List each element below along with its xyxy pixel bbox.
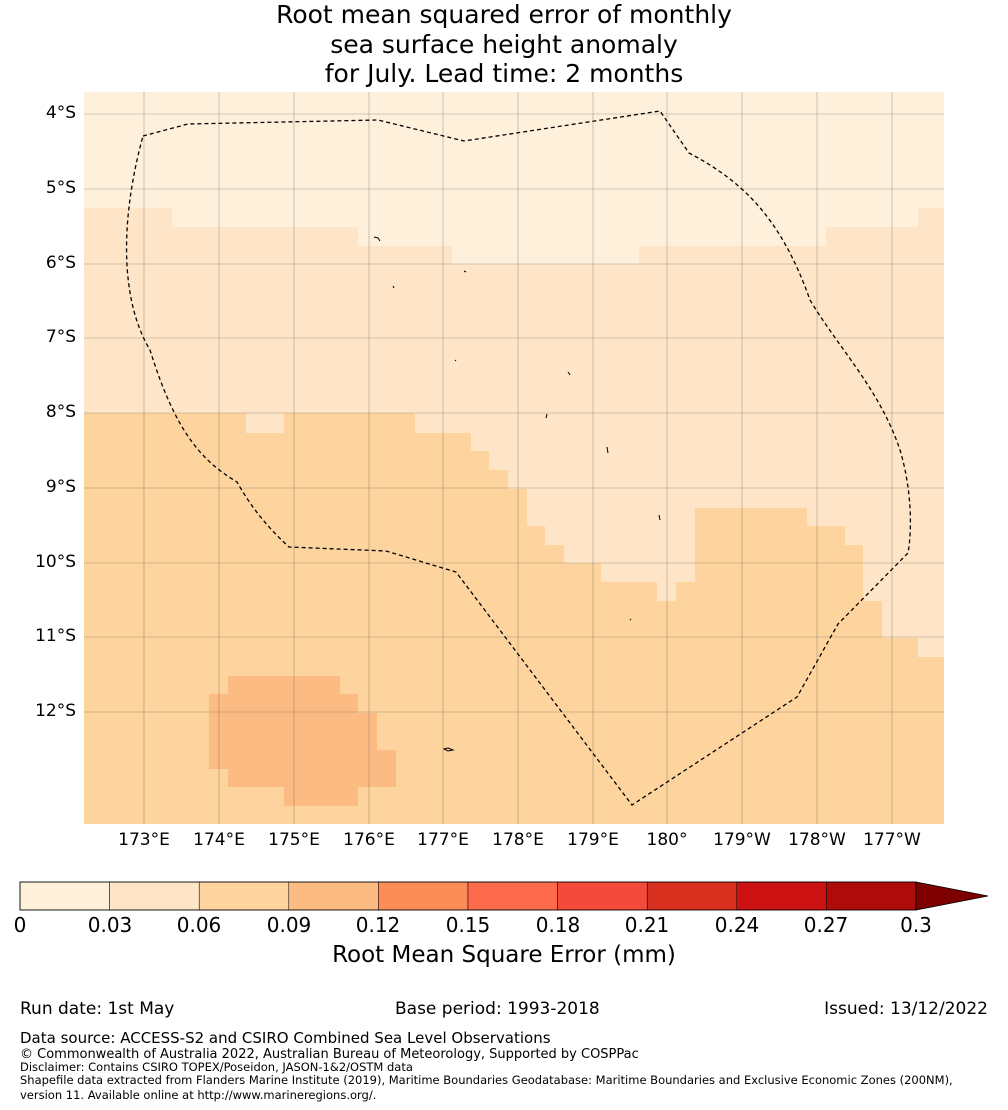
lon-tick-label: 174°E [193, 830, 245, 850]
lat-tick-label: 11°S [35, 626, 76, 646]
lat-tick-label: 8°S [45, 402, 76, 422]
copyright: © Commonwealth of Australia 2022, Austra… [20, 1047, 639, 1062]
colorbar-segment [288, 881, 379, 911]
lon-tick-label: 173°E [118, 830, 170, 850]
title-line-3: for July. Lead time: 2 months [324, 59, 684, 88]
eez-boundary [125, 110, 912, 806]
lat-tick-label: 6°S [45, 253, 76, 273]
colorbar [19, 881, 989, 911]
lat-tick-label: 5°S [45, 178, 76, 198]
lon-tick-label: 176°E [343, 830, 395, 850]
lon-tick-label: 177°W [863, 830, 921, 850]
data-source: Data source: ACCESS-S2 and CSIRO Combine… [20, 1029, 551, 1047]
colorbar-tick-label: 0.03 [87, 913, 133, 937]
colorbar-tick-label: 0 [13, 913, 27, 937]
lat-tick-label: 4°S [45, 103, 76, 123]
issued-date: Issued: 13/12/2022 [824, 999, 988, 1019]
colorbar-segment [198, 881, 290, 911]
lon-tick-label: 178°W [788, 830, 846, 850]
colorbar-tick-label: 0.3 [900, 913, 932, 937]
colorbar-tick-label: 0.21 [624, 913, 670, 937]
colorbar-segment [736, 881, 827, 911]
colorbar-extend-arrow [915, 881, 989, 911]
lon-tick-label: 178°E [492, 830, 544, 850]
shapefile-credit-1: Shapefile data extracted from Flanders M… [20, 1073, 953, 1087]
lon-tick-label: 179°E [567, 830, 619, 850]
islands [373, 236, 661, 752]
lat-tick-label: 12°S [35, 701, 76, 721]
colorbar-tick-label: 0.18 [535, 913, 581, 937]
colorbar-tick-label: 0.12 [355, 913, 401, 937]
run-date: Run date: 1st May [20, 999, 175, 1019]
colorbar-tick-label: 0.15 [445, 913, 491, 937]
base-period: Base period: 1993-2018 [395, 999, 600, 1019]
colorbar-tick-label: 0.06 [176, 913, 222, 937]
colorbar-segment [378, 881, 469, 911]
lat-gridlines [84, 113, 944, 713]
colorbar-segment [19, 881, 110, 911]
lon-tick-label: 177°E [417, 830, 469, 850]
colorbar-tick-label: 0.24 [714, 913, 760, 937]
colorbar-segment [826, 881, 917, 911]
map-panel [84, 92, 944, 824]
colorbar-segment [557, 881, 648, 911]
field-band-fourth [209, 676, 396, 806]
lat-tick-label: 9°S [45, 477, 76, 497]
title-line-1: Root mean squared error of monthly [276, 0, 732, 29]
map-title: Root mean squared error of monthly sea s… [0, 0, 1008, 89]
colorbar-tick-label: 0.09 [266, 913, 312, 937]
lat-tick-label: 10°S [35, 552, 76, 572]
colorbar-segment [109, 881, 200, 911]
lat-tick-label: 7°S [45, 327, 76, 347]
lon-tick-label: 179°W [713, 830, 771, 850]
colorbar-segment [467, 881, 558, 911]
lon-tick-label: 180° [646, 830, 688, 850]
colorbar-frame [19, 881, 917, 911]
lon-tick-label: 175°E [268, 830, 320, 850]
lon-gridlines [143, 92, 893, 824]
colorbar-segment [646, 881, 738, 911]
colorbar-tick-label: 0.27 [803, 913, 849, 937]
shapefile-credit-2: version 11. Available online at http://w… [20, 1088, 377, 1102]
colorbar-label: Root Mean Square Error (mm) [332, 942, 676, 968]
title-line-2: sea surface height anomaly [330, 29, 678, 59]
disclaimer: Disclaimer: Contains CSIRO TOPEX/Poseido… [20, 1060, 413, 1074]
